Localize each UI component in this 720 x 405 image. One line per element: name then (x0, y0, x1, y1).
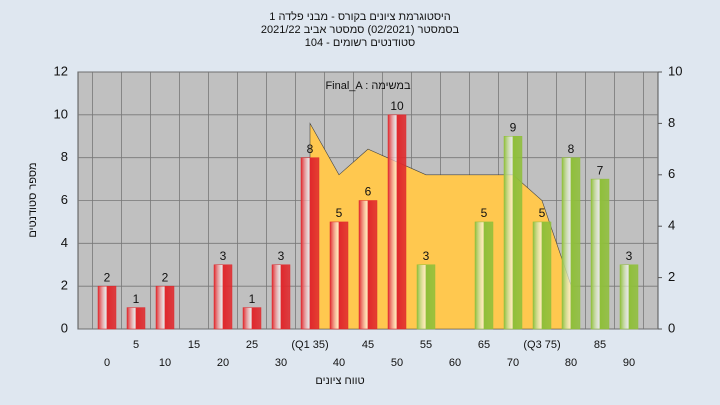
value-label: 7 (597, 163, 604, 177)
chart-subtitle: בסמסטר (02/2021) סמסטר אביב 2021/22 (261, 24, 460, 36)
value-label: 5 (336, 206, 343, 220)
x-tick-label: 45 (362, 339, 374, 351)
x-tick-label: 60 (449, 357, 461, 369)
y-tick-label: 4 (61, 235, 68, 250)
bar (619, 264, 639, 330)
bar (271, 264, 291, 330)
y2-tick-label: 8 (668, 115, 675, 130)
bar (387, 114, 407, 330)
x-tick-label: 80 (565, 357, 577, 369)
y2-tick-label: 0 (668, 320, 675, 335)
x-axis-label: טווח ציונים (315, 375, 364, 387)
x-tick-label: 65 (478, 339, 490, 351)
bar (474, 221, 494, 330)
y-tick-label: 12 (54, 63, 68, 78)
x-tick-label: 20 (217, 357, 229, 369)
value-label: 2 (162, 270, 169, 284)
chart-title: היסטוגרמת ציונים בקורס - מבני פלדה 1 (269, 10, 450, 23)
value-label: 3 (626, 249, 633, 263)
value-label: 1 (133, 292, 140, 306)
value-label: 2 (104, 270, 111, 284)
x-tick-label: 10 (159, 357, 171, 369)
x-tick-label: (Q3 75) (523, 339, 560, 351)
x-tick-label: 85 (594, 339, 606, 351)
y2-tick-label: 6 (668, 166, 675, 181)
value-label: 10 (390, 99, 404, 113)
chart-subtitle: סטודנטים רשומים - 104 (305, 37, 416, 49)
x-tick-label: 25 (246, 339, 258, 351)
value-label: 5 (481, 206, 488, 220)
x-tick-label: 55 (420, 339, 432, 351)
bar (329, 221, 349, 330)
value-label: 8 (568, 142, 575, 156)
value-label: 5 (539, 206, 546, 220)
value-label: 3 (423, 249, 430, 263)
y2-tick-label: 10 (668, 63, 682, 78)
y-tick-label: 0 (61, 320, 68, 335)
x-tick-label: 70 (507, 357, 519, 369)
value-label: 8 (307, 142, 314, 156)
bar (300, 157, 320, 330)
value-label: 1 (249, 292, 256, 306)
value-label: 9 (510, 120, 517, 134)
x-tick-label: 30 (275, 357, 287, 369)
y-tick-label: 6 (61, 192, 68, 207)
y-axis-label: מספר סטודנטים (27, 162, 39, 237)
bar (242, 307, 262, 330)
y2-tick-label: 2 (668, 269, 675, 284)
bar (561, 157, 581, 330)
y-tick-label: 8 (61, 149, 68, 164)
bar (358, 200, 378, 330)
bar (213, 264, 233, 330)
x-tick-label: 0 (104, 357, 110, 369)
bar (503, 136, 523, 330)
bar (126, 307, 146, 330)
bar (532, 221, 552, 330)
bar (590, 178, 610, 330)
bar (155, 285, 175, 330)
bar (97, 285, 117, 330)
annotation: Final_A : במשימה (325, 80, 411, 92)
value-label: 6 (365, 185, 372, 199)
x-tick-label: 40 (333, 357, 345, 369)
value-label: 3 (220, 249, 227, 263)
y-tick-label: 10 (54, 106, 68, 121)
x-tick-label: 5 (133, 339, 139, 351)
x-tick-label: 90 (623, 357, 635, 369)
value-label: 3 (278, 249, 285, 263)
y-tick-label: 2 (61, 278, 68, 293)
y2-tick-label: 4 (668, 218, 675, 233)
bar (416, 264, 436, 330)
x-tick-label: 50 (391, 357, 403, 369)
x-tick-label: (Q1 35) (291, 339, 328, 351)
x-tick-label: 15 (188, 339, 200, 351)
